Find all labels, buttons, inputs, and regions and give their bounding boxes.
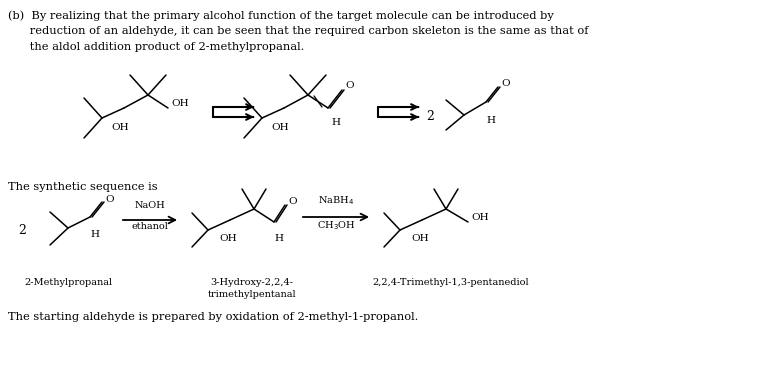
Text: H: H: [90, 230, 99, 239]
Text: OH: OH: [471, 212, 489, 222]
Text: O: O: [501, 79, 510, 88]
Text: OH: OH: [171, 99, 189, 107]
Text: OH: OH: [219, 234, 237, 243]
Text: O: O: [345, 81, 354, 90]
Text: (b)  By realizing that the primary alcohol function of the target molecule can b: (b) By realizing that the primary alcoho…: [8, 10, 554, 20]
Text: The synthetic sequence is: The synthetic sequence is: [8, 182, 157, 192]
Text: OH: OH: [271, 123, 289, 132]
Text: reduction of an aldehyde, it can be seen that the required carbon skeleton is th: reduction of an aldehyde, it can be seen…: [8, 26, 588, 36]
Text: NaBH$_4$: NaBH$_4$: [318, 194, 354, 207]
Text: O: O: [105, 195, 113, 203]
Text: trimethylpentanal: trimethylpentanal: [207, 290, 296, 299]
Text: H: H: [274, 234, 284, 243]
Text: 2-Methylpropanal: 2-Methylpropanal: [24, 278, 112, 287]
Text: CH$_3$OH: CH$_3$OH: [317, 219, 355, 232]
Text: H: H: [487, 116, 496, 125]
Text: the aldol addition product of 2-methylpropanal.: the aldol addition product of 2-methylpr…: [8, 42, 305, 52]
Text: OH: OH: [411, 234, 429, 243]
Text: OH: OH: [111, 123, 129, 132]
Text: ethanol: ethanol: [132, 222, 168, 231]
Text: 3-Hydroxy-2,2,4-: 3-Hydroxy-2,2,4-: [210, 278, 294, 287]
Text: O: O: [288, 197, 297, 206]
Text: 2: 2: [18, 223, 26, 237]
Text: The starting aldehyde is prepared by oxidation of 2-methyl-1-propanol.: The starting aldehyde is prepared by oxi…: [8, 312, 419, 322]
Text: NaOH: NaOH: [135, 201, 165, 210]
Text: 2: 2: [426, 110, 434, 122]
Text: 2,2,4-Trimethyl-1,3-pentanediol: 2,2,4-Trimethyl-1,3-pentanediol: [372, 278, 530, 287]
Text: H: H: [332, 118, 341, 127]
